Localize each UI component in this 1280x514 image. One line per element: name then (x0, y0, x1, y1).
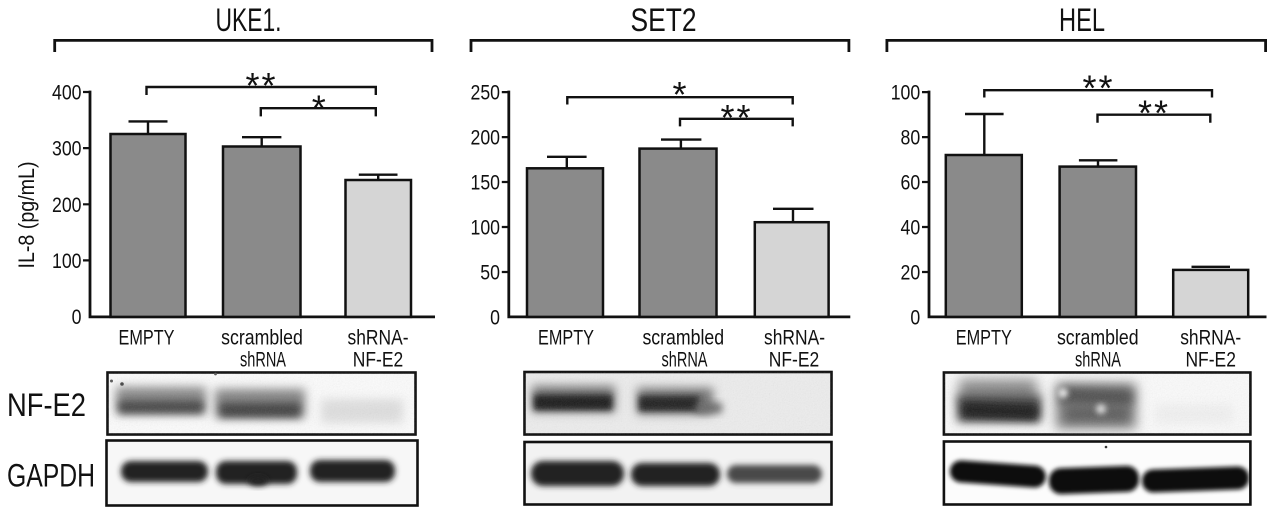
svg-text:40: 40 (901, 216, 921, 240)
svg-text:EMPTY: EMPTY (956, 327, 1012, 350)
svg-text:0: 0 (910, 305, 920, 329)
svg-text:*: * (672, 74, 686, 115)
svg-text:80: 80 (901, 126, 921, 150)
svg-text:*: * (312, 88, 326, 129)
svg-text:scrambled: scrambled (221, 327, 303, 350)
svg-text:200: 200 (52, 193, 82, 217)
svg-text:150: 150 (471, 171, 501, 195)
svg-text:EMPTY: EMPTY (119, 327, 175, 350)
svg-text:scrambled: scrambled (1057, 327, 1139, 350)
svg-text:50: 50 (480, 261, 500, 285)
svg-text:shRNA-: shRNA- (348, 327, 409, 350)
svg-text:**: ** (245, 65, 277, 106)
svg-text:**: ** (1082, 68, 1114, 109)
svg-text:EMPTY: EMPTY (538, 327, 594, 350)
svg-text:100: 100 (891, 81, 921, 105)
svg-text:GAPDH: GAPDH (7, 458, 95, 494)
svg-text:250: 250 (471, 81, 501, 105)
svg-text:shRNA: shRNA (662, 349, 708, 372)
svg-text:**: ** (1138, 93, 1170, 134)
svg-text:NF-E2: NF-E2 (7, 387, 86, 423)
svg-text:400: 400 (52, 81, 82, 105)
svg-text:shRNA: shRNA (1075, 349, 1121, 372)
svg-text:0: 0 (490, 305, 500, 329)
svg-text:scrambled: scrambled (642, 327, 724, 350)
svg-text:NF-E2: NF-E2 (769, 349, 820, 372)
svg-text:NF-E2: NF-E2 (353, 349, 404, 372)
svg-text:60: 60 (901, 171, 921, 195)
svg-text:shRNA-: shRNA- (1180, 327, 1241, 350)
svg-text:SET2: SET2 (631, 2, 697, 38)
svg-text:20: 20 (901, 261, 921, 285)
svg-text:100: 100 (471, 216, 501, 240)
svg-text:NF-E2: NF-E2 (1185, 349, 1236, 372)
svg-text:IL-8 (pg/mL): IL-8 (pg/mL) (14, 162, 39, 269)
svg-text:**: ** (720, 97, 752, 138)
svg-text:HEL: HEL (1059, 2, 1105, 38)
svg-text:100: 100 (52, 249, 82, 273)
svg-text:shRNA-: shRNA- (764, 327, 825, 350)
svg-text:UKE1.: UKE1. (216, 2, 282, 38)
svg-text:200: 200 (471, 126, 501, 150)
svg-text:0: 0 (72, 305, 82, 329)
svg-text:shRNA: shRNA (240, 349, 286, 372)
svg-text:300: 300 (52, 137, 82, 161)
